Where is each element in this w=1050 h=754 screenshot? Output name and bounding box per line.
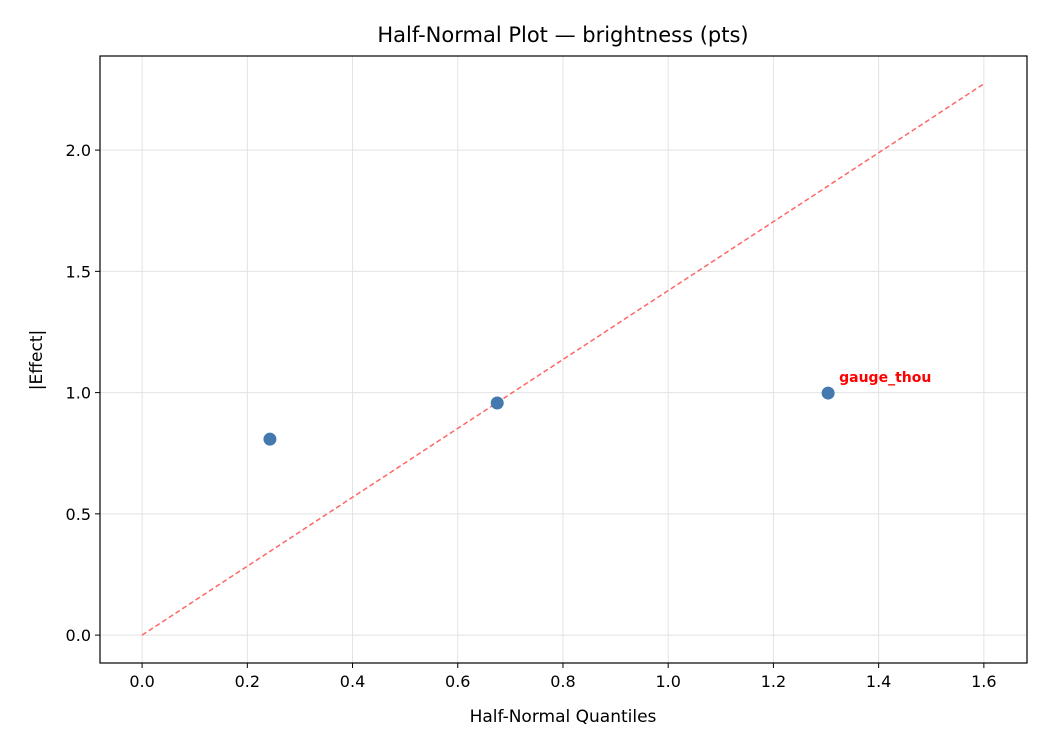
y-axis-label: |Effect| — [27, 330, 47, 390]
x-axis-ticks: 0.0 0.2 0.4 0.6 0.8 1.0 1.2 1.4 1.6 — [129, 663, 997, 691]
x-tick-label: 0.8 — [550, 672, 575, 691]
reference-line — [141, 82, 986, 636]
y-tick-label: 2.0 — [66, 141, 91, 160]
data-point — [490, 396, 504, 410]
x-tick-label: 1.0 — [655, 672, 680, 691]
chart-title: Half-Normal Plot — brightness (pts) — [377, 23, 748, 47]
x-tick-label: 1.2 — [761, 672, 786, 691]
grid — [100, 56, 1027, 663]
x-tick-label: 0.4 — [340, 672, 365, 691]
y-tick-label: 1.0 — [66, 384, 91, 403]
points-group: gauge_thou — [263, 370, 931, 446]
x-axis-label: Half-Normal Quantiles — [470, 707, 657, 727]
x-tick-label: 1.6 — [971, 672, 996, 691]
data-point — [821, 386, 835, 400]
point-annotation: gauge_thou — [839, 370, 931, 386]
data-point — [263, 432, 277, 446]
plot-frame — [99, 55, 1028, 664]
x-tick-label: 0.6 — [445, 672, 470, 691]
y-tick-label: 0.0 — [66, 626, 91, 645]
y-tick-label: 1.5 — [66, 262, 91, 281]
x-tick-label: 0.0 — [129, 672, 154, 691]
y-tick-label: 0.5 — [66, 505, 91, 524]
x-tick-label: 1.4 — [866, 672, 891, 691]
x-tick-label: 0.2 — [235, 672, 260, 691]
y-axis-ticks: 0.0 0.5 1.0 1.5 2.0 — [66, 141, 100, 645]
reference-line-group — [141, 82, 986, 636]
